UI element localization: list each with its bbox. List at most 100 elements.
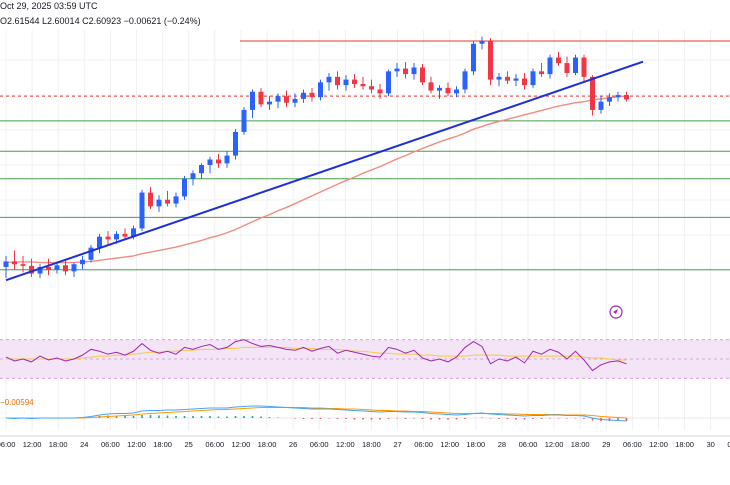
candle-body xyxy=(250,91,255,110)
x-tick-label: 06:00 xyxy=(623,440,642,449)
candle-body xyxy=(3,261,9,267)
candle-body xyxy=(105,236,111,240)
header-date: Oct 29, 2025 03:59 UTC xyxy=(0,1,98,11)
candle-body xyxy=(46,266,51,270)
candle-body xyxy=(420,67,425,83)
candle-body xyxy=(37,266,43,274)
candle-body xyxy=(182,178,187,197)
x-tick-label: 06:00 xyxy=(0,440,15,449)
candle-body xyxy=(547,57,553,75)
x-tick-label: 12:00 xyxy=(127,440,146,449)
candle-body xyxy=(224,155,230,164)
candle-body xyxy=(403,68,408,75)
candle-body xyxy=(471,43,476,72)
x-tick-label: 06:00 xyxy=(205,440,224,449)
candle-body xyxy=(454,89,459,94)
candle-body xyxy=(394,68,400,72)
candle-body xyxy=(199,165,204,174)
moving-average xyxy=(5,95,627,264)
candle-body xyxy=(343,79,349,86)
replay-icon[interactable] xyxy=(609,305,623,319)
x-tick-label: 12:00 xyxy=(23,440,42,449)
candle-body xyxy=(122,233,128,237)
candle-body xyxy=(428,82,434,91)
candle-body xyxy=(29,265,34,274)
candle-body xyxy=(335,76,340,86)
macd-line xyxy=(5,405,627,422)
candle-body xyxy=(12,261,17,265)
candle-body xyxy=(369,86,374,90)
candle-body xyxy=(207,159,213,165)
candle-body xyxy=(522,78,527,86)
candle-body xyxy=(326,76,332,83)
candle-body xyxy=(386,71,391,94)
x-tick-label: 06:00 xyxy=(310,440,329,449)
candle-body xyxy=(530,71,536,86)
candle-body xyxy=(360,84,366,87)
x-tick-label: 29 xyxy=(602,440,610,449)
candle-body xyxy=(63,265,68,272)
rsi-line xyxy=(5,339,627,372)
x-tick-label: 06:00 xyxy=(519,440,538,449)
candle-body xyxy=(437,87,442,91)
candle-body xyxy=(505,76,510,81)
candle-body xyxy=(156,199,162,207)
candle-body xyxy=(241,109,247,132)
candle-body xyxy=(615,95,621,98)
x-tick-label: 24 xyxy=(80,440,88,449)
candle-body xyxy=(581,57,587,77)
candle-body xyxy=(462,71,468,90)
candle-body xyxy=(598,101,604,110)
candle-body xyxy=(301,92,306,99)
candle-body xyxy=(139,192,145,229)
x-tick-label: 18:00 xyxy=(571,440,590,449)
macd-value: −0.00594 xyxy=(0,398,34,407)
x-tick-label: 28 xyxy=(498,440,506,449)
candle-body xyxy=(258,91,264,105)
rsi-pane xyxy=(0,339,730,379)
x-tick-label: 30 xyxy=(707,440,715,449)
x-tick-label: 18:00 xyxy=(258,440,277,449)
rsi-ma-line xyxy=(6,346,627,361)
x-tick-label: 27 xyxy=(393,440,401,449)
candle-body xyxy=(479,41,485,44)
x-tick-label: 12:00 xyxy=(545,440,564,449)
candle-body xyxy=(267,101,272,105)
candle-body xyxy=(275,96,281,102)
trendline xyxy=(5,60,644,282)
x-tick-label: 18:00 xyxy=(675,440,694,449)
candle-body xyxy=(233,131,238,156)
candle-body xyxy=(411,67,417,75)
signal-line xyxy=(6,407,627,419)
candle-body xyxy=(71,264,77,272)
x-tick-label: 25 xyxy=(185,440,193,449)
candle-body xyxy=(173,196,179,204)
candle-body xyxy=(131,228,136,237)
candle-body xyxy=(318,82,323,98)
candlestick-series xyxy=(3,36,629,278)
candle-body xyxy=(216,159,221,164)
x-tick-label: 06:00 xyxy=(414,440,433,449)
trendline-layer xyxy=(5,60,644,282)
candle-body xyxy=(590,76,595,110)
ma-line xyxy=(5,95,627,264)
x-tick-label: 06:00 xyxy=(101,440,120,449)
candle-body xyxy=(496,76,502,80)
candle-body xyxy=(445,87,451,94)
candle-body xyxy=(20,264,26,266)
candle-body xyxy=(607,97,612,102)
x-tick-label: 18:00 xyxy=(362,440,381,449)
x-tick-label: 18:00 xyxy=(49,440,68,449)
x-tick-label: 12:00 xyxy=(232,440,251,449)
candle-body xyxy=(97,236,102,248)
candle-body xyxy=(539,71,544,75)
x-tick-label: 26 xyxy=(289,440,297,449)
candle-body xyxy=(513,78,519,81)
candle-body xyxy=(165,199,170,204)
candle-body xyxy=(284,96,289,103)
x-tick-label: 12:00 xyxy=(336,440,355,449)
candle-body xyxy=(54,265,60,270)
horizontal-levels xyxy=(0,40,730,271)
